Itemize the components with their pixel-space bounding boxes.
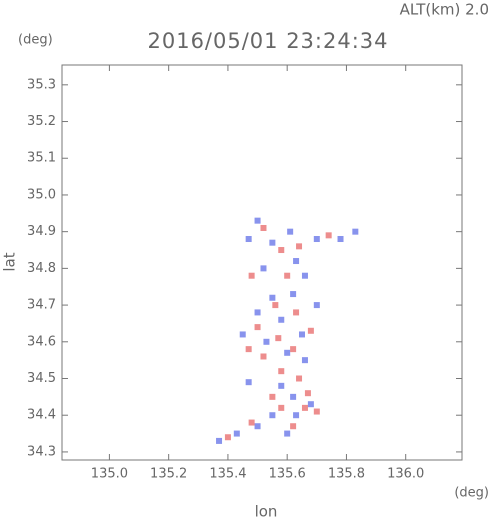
echo-point xyxy=(254,309,261,316)
plot-frame xyxy=(61,64,463,461)
echo-point xyxy=(290,393,297,400)
y-tick-label: 34.3 xyxy=(27,444,56,459)
y-tick-label: 35.0 xyxy=(27,187,56,202)
echo-point xyxy=(337,236,344,243)
echo-point xyxy=(293,412,300,419)
echo-point xyxy=(307,401,314,408)
echo-point xyxy=(269,412,276,419)
y-tick-label: 34.6 xyxy=(27,334,56,349)
echo-point xyxy=(245,346,252,353)
x-tick-label: 135.4 xyxy=(209,467,246,482)
y-unit: (deg) xyxy=(18,33,53,48)
echo-point xyxy=(254,217,261,224)
echo-point xyxy=(284,430,291,437)
echo-point xyxy=(313,302,320,309)
x-unit: (deg) xyxy=(454,486,489,501)
echo-point xyxy=(293,258,300,265)
x-tick-label: 135.0 xyxy=(91,467,128,482)
x-tick-label: 135.2 xyxy=(150,467,187,482)
echo-point xyxy=(313,408,320,415)
annotation: ALT(km) 2.0 xyxy=(400,1,489,19)
y-tick-label: 35.2 xyxy=(27,114,56,129)
echo-point xyxy=(301,404,308,411)
y-tick-label: 34.4 xyxy=(27,408,56,423)
echo-point xyxy=(352,228,359,235)
x-tick-label: 135.6 xyxy=(269,467,306,482)
echo-point xyxy=(325,232,332,239)
x-tick-label: 136.0 xyxy=(387,467,424,482)
echo-point xyxy=(307,327,314,334)
echo-point xyxy=(254,324,261,331)
echo-point xyxy=(293,309,300,316)
echo-point xyxy=(313,236,320,243)
y-tick-label: 35.1 xyxy=(27,151,56,166)
echo-point xyxy=(278,368,285,375)
echo-point xyxy=(290,291,297,298)
y-tick-label: 35.3 xyxy=(27,77,56,92)
y-tick-label: 34.5 xyxy=(27,371,56,386)
echo-point xyxy=(260,224,267,231)
echo-point xyxy=(260,353,267,360)
echo-point xyxy=(299,331,305,338)
echo-point xyxy=(269,294,276,301)
echo-point xyxy=(269,393,276,400)
echo-point xyxy=(233,430,240,437)
y-axis-label: lat xyxy=(1,252,19,271)
y-tick-label: 34.9 xyxy=(27,224,56,239)
echo-point xyxy=(278,404,285,411)
echo-point xyxy=(248,419,255,426)
echo-point xyxy=(284,349,291,356)
echo-point xyxy=(301,272,308,279)
echo-point xyxy=(287,228,294,235)
echo-point xyxy=(296,375,303,382)
x-tick-label: 135.8 xyxy=(328,467,365,482)
echo-point xyxy=(278,247,285,254)
echo-point xyxy=(278,382,285,389)
echo-point xyxy=(248,272,255,279)
echo-point xyxy=(245,236,252,243)
echo-point xyxy=(263,338,270,345)
echo-point xyxy=(275,335,282,342)
echo-point xyxy=(254,423,261,430)
echo-point xyxy=(284,272,291,279)
echo-point xyxy=(269,239,276,246)
echo-point xyxy=(296,243,303,250)
echo-point xyxy=(224,434,231,441)
y-tick-label: 34.7 xyxy=(27,298,56,313)
echo-point xyxy=(245,379,252,386)
echo-point xyxy=(301,357,308,364)
echo-point xyxy=(239,331,246,338)
echo-point xyxy=(272,302,279,309)
echo-point xyxy=(260,265,267,272)
echo-point xyxy=(290,346,297,353)
echo-point xyxy=(278,316,285,323)
echo-point xyxy=(216,437,223,444)
echo-point xyxy=(290,423,297,430)
echo-point xyxy=(304,390,311,397)
chart-title: 2016/05/01 23:24:34 xyxy=(147,29,388,53)
x-axis-label: lon xyxy=(255,503,278,521)
y-tick-label: 34.8 xyxy=(27,261,56,276)
